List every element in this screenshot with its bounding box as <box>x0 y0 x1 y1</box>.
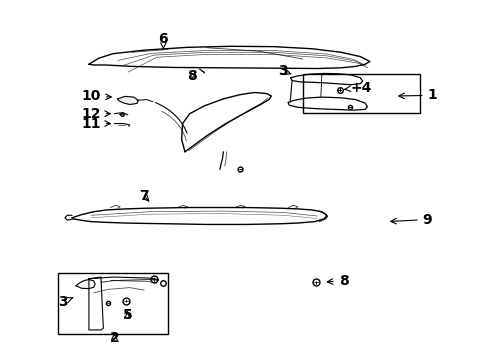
Text: 3: 3 <box>279 64 291 78</box>
Text: 10: 10 <box>81 89 111 103</box>
Text: 3: 3 <box>58 295 73 309</box>
Text: +4: +4 <box>345 81 372 95</box>
Text: 2: 2 <box>109 331 119 345</box>
Text: 5: 5 <box>122 308 132 322</box>
Text: 8: 8 <box>187 68 197 82</box>
Polygon shape <box>76 279 95 289</box>
Text: 1: 1 <box>399 88 437 102</box>
Polygon shape <box>118 96 138 104</box>
Text: 12: 12 <box>81 107 110 121</box>
Text: 6: 6 <box>159 32 168 49</box>
Text: 11: 11 <box>81 117 110 131</box>
Text: 8: 8 <box>327 274 348 288</box>
Bar <box>58 274 168 334</box>
Text: 9: 9 <box>391 212 432 226</box>
Text: 7: 7 <box>139 189 149 203</box>
Bar <box>303 74 420 113</box>
